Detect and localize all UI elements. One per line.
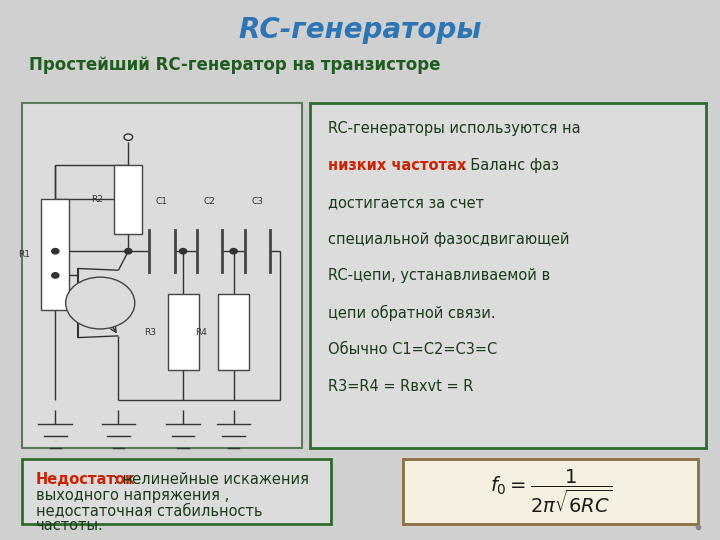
Bar — [41, 199, 69, 310]
Text: C3: C3 — [251, 197, 264, 206]
Text: Недостаток: Недостаток — [36, 472, 136, 488]
Text: . Баланс фаз: . Баланс фаз — [461, 158, 559, 173]
Text: достигается за счет: достигается за счет — [328, 195, 484, 210]
Text: специальной фазосдвигающей: специальной фазосдвигающей — [328, 232, 569, 247]
Circle shape — [179, 248, 186, 254]
Text: R2: R2 — [91, 195, 103, 204]
Text: RC-цепи, устанавливаемой в: RC-цепи, устанавливаемой в — [328, 268, 550, 284]
Text: R3=R4 = Rвхvt = R: R3=R4 = Rвхvt = R — [328, 379, 473, 394]
Circle shape — [125, 248, 132, 254]
Text: RC-генераторы используются на: RC-генераторы используются на — [328, 122, 580, 137]
Text: $f_0 = \dfrac{1}{2\pi\sqrt{6RC}}$: $f_0 = \dfrac{1}{2\pi\sqrt{6RC}}$ — [490, 468, 612, 515]
Text: выходного напряжения ,: выходного напряжения , — [36, 488, 229, 503]
Text: Простейший RC-генератор на транзисторе: Простейший RC-генератор на транзисторе — [29, 56, 441, 74]
Text: R3: R3 — [145, 328, 156, 337]
Circle shape — [52, 273, 59, 278]
FancyBboxPatch shape — [22, 459, 331, 524]
Circle shape — [230, 248, 237, 254]
Text: R4: R4 — [195, 328, 207, 337]
Text: Обычно С1=С2=С3=С: Обычно С1=С2=С3=С — [328, 342, 497, 357]
Text: RC-генераторы: RC-генераторы — [238, 16, 482, 44]
Text: цепи обратной связи.: цепи обратной связи. — [328, 305, 495, 321]
Text: недостаточная стабильность: недостаточная стабильность — [36, 503, 263, 518]
Circle shape — [66, 277, 135, 329]
FancyBboxPatch shape — [403, 459, 698, 524]
Text: C2: C2 — [204, 197, 216, 206]
Circle shape — [52, 248, 59, 254]
FancyBboxPatch shape — [310, 103, 706, 448]
Text: : нелинейные искажения: : нелинейные искажения — [113, 472, 309, 488]
Bar — [168, 294, 199, 370]
Bar — [114, 165, 143, 234]
Bar — [218, 294, 249, 370]
Text: частоты.: частоты. — [36, 518, 104, 533]
Text: низких частотах: низких частотах — [328, 158, 466, 173]
Text: C1: C1 — [156, 197, 168, 206]
Text: R1: R1 — [18, 250, 30, 259]
FancyBboxPatch shape — [22, 103, 302, 448]
